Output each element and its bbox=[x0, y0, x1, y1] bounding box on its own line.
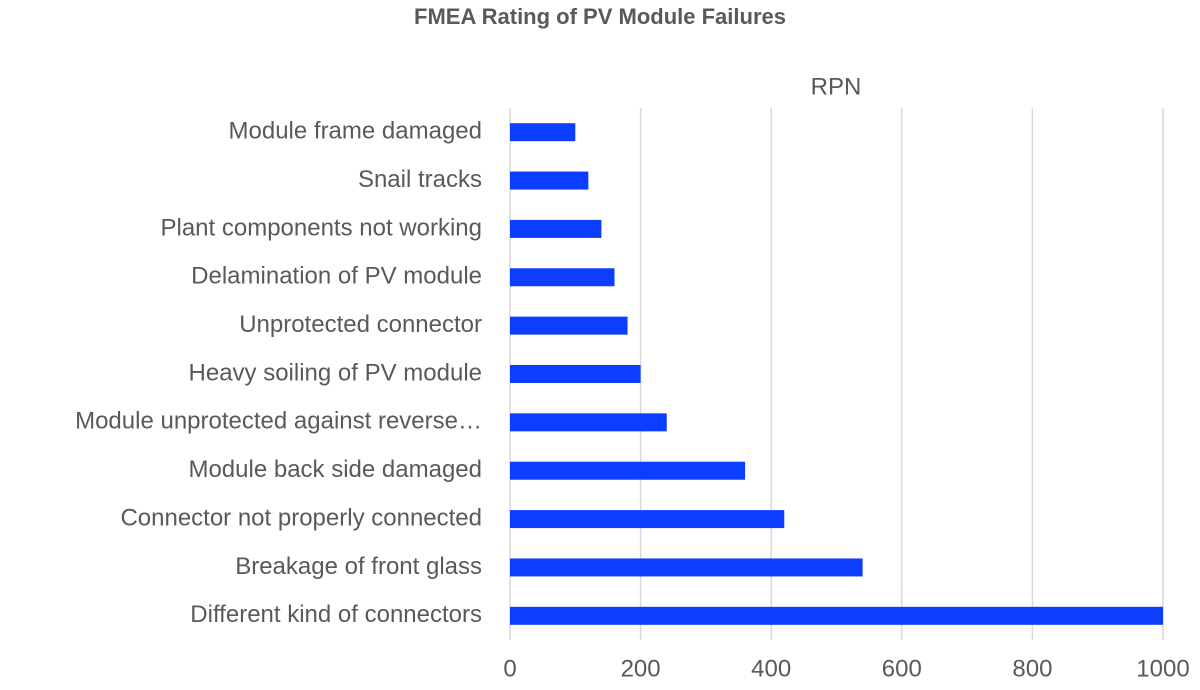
y-tick-label: Snail tracks bbox=[358, 166, 482, 193]
bar bbox=[510, 268, 615, 287]
legend-label: RPN bbox=[811, 73, 862, 100]
y-tick-label: Delamination of PV module bbox=[191, 263, 482, 290]
y-tick-label: Breakage of front glass bbox=[235, 553, 482, 580]
bar bbox=[510, 365, 641, 383]
chart-title: FMEA Rating of PV Module Failures bbox=[414, 4, 786, 29]
x-tick-label: 1000 bbox=[1136, 655, 1189, 682]
bar bbox=[510, 413, 667, 432]
y-tick-label: Module back side damaged bbox=[188, 456, 482, 483]
y-tick-label: Module frame damaged bbox=[229, 118, 482, 145]
bar bbox=[510, 558, 863, 577]
bar bbox=[510, 219, 602, 238]
x-tick-label: 200 bbox=[621, 655, 661, 682]
bar bbox=[510, 461, 746, 480]
y-tick-label: Connector not properly connected bbox=[120, 504, 482, 531]
bar bbox=[510, 171, 589, 190]
x-tick-label: 600 bbox=[882, 655, 922, 682]
x-tick-label: 800 bbox=[1012, 655, 1052, 682]
y-tick-label: Plant components not working bbox=[160, 214, 482, 241]
y-tick-label: Module unprotected against reverse… bbox=[75, 408, 482, 435]
bar bbox=[510, 606, 1163, 625]
bar bbox=[510, 316, 628, 335]
y-tick-label: Heavy soiling of PV module bbox=[189, 359, 482, 386]
y-tick-label: Unprotected connector bbox=[239, 311, 482, 338]
x-tick-label: 400 bbox=[751, 655, 791, 682]
bar bbox=[510, 510, 785, 529]
bar bbox=[510, 123, 576, 142]
y-tick-label: Different kind of connectors bbox=[190, 601, 482, 628]
x-tick-label: 0 bbox=[503, 655, 516, 682]
